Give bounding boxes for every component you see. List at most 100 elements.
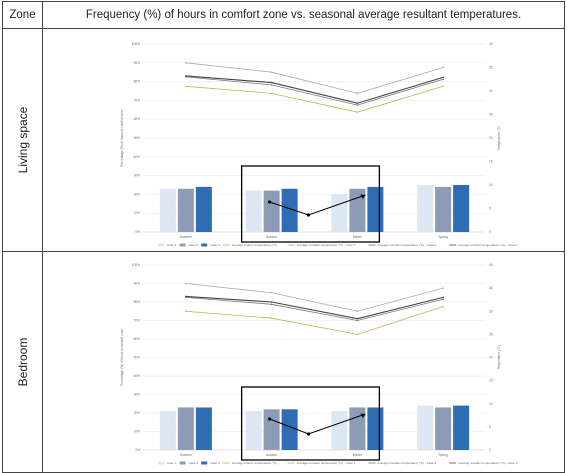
bar-case-2-summer	[177, 188, 194, 232]
line-point	[185, 85, 187, 88]
x-tick-label: Spring	[439, 453, 448, 457]
bar-case-1-summer	[159, 411, 176, 450]
legend-swatch	[158, 461, 164, 465]
x-tick-label: Summer	[180, 453, 193, 457]
y-axis-label: Percentage (%) of hours in comfort zone	[120, 109, 124, 166]
line-average-resultant-temperature-c-case-2	[185, 76, 444, 106]
line-point	[356, 104, 359, 106]
legend-label: Case 3	[210, 243, 220, 247]
line-point	[356, 310, 359, 313]
line-point	[185, 295, 187, 298]
title-header: Frequency (%) of hours in comfort zone v…	[42, 1, 565, 29]
bar-case-3-summer	[195, 407, 212, 450]
line-point	[442, 85, 444, 88]
y-tick-label: 100%	[132, 263, 140, 267]
zone-header: Zone	[2, 1, 43, 29]
line-point	[356, 111, 359, 113]
y2-tick-label: 10	[489, 402, 493, 406]
bar-case-1-spring	[417, 185, 434, 232]
line-point	[185, 310, 187, 313]
bar-case-1-summer	[159, 188, 176, 232]
y2-tick-label: 40	[489, 42, 493, 46]
y2-tick-label: 15	[489, 160, 493, 164]
bar-case-2-spring	[435, 186, 452, 232]
y2-tick-label: 10	[489, 183, 493, 187]
y2-tick-label: 20	[489, 136, 493, 140]
y-tick-label: 100%	[132, 42, 140, 46]
legend-label: Average resultant temperature (°C) - Cas…	[297, 461, 356, 465]
y2-axis-label: Temperature (°C)	[497, 345, 501, 369]
line-point	[356, 319, 359, 322]
bar-case-3-spring	[453, 185, 470, 232]
line-point	[442, 298, 444, 301]
y-tick-label: 0%	[135, 230, 140, 234]
y-tick-label: 20%	[134, 192, 141, 196]
line-average-resultant-temperature-c-case-3	[185, 75, 444, 104]
line-point	[185, 75, 187, 77]
y-tick-label: 70%	[134, 319, 141, 323]
annotation-point	[268, 200, 272, 204]
line-point	[356, 333, 359, 336]
legend-swatch	[201, 243, 208, 247]
line-point	[442, 76, 444, 79]
y2-tick-label: 0	[489, 448, 491, 452]
x-tick-label: Winter	[353, 235, 363, 239]
bar-case-1-spring	[417, 405, 434, 450]
y2-tick-label: 35	[489, 286, 493, 290]
bar-case-3-autumn	[281, 409, 298, 450]
zone-label-living-space: Living space	[15, 106, 30, 174]
y2-tick-label: 40	[489, 263, 493, 267]
legend-swatch	[179, 243, 186, 247]
y-tick-label: 50%	[134, 356, 141, 360]
line-point	[442, 287, 444, 289]
y-tick-label: 90%	[134, 282, 141, 286]
line-point	[270, 81, 273, 84]
bar-case-1-winter	[331, 194, 348, 232]
zone-label-bedroom: Bedroom	[15, 337, 30, 387]
highlight-box	[240, 386, 381, 461]
x-tick-label: Autumn	[266, 453, 277, 457]
line-point	[356, 92, 359, 95]
legend-label: Average exterior temperature (°C)	[232, 243, 277, 247]
bar-case-3-summer	[195, 186, 212, 232]
y-axis-label: Percentage (%) of hours in comfort zone	[120, 329, 124, 386]
legend-label: Case 3	[210, 461, 220, 465]
x-tick-label: Summer	[180, 235, 193, 239]
y2-tick-label: 0	[489, 230, 491, 234]
legend-label: Case 2	[189, 243, 199, 247]
bar-case-1-autumn	[245, 411, 262, 450]
line-point	[442, 305, 444, 308]
highlight-box	[240, 165, 381, 243]
y-tick-label: 40%	[134, 155, 141, 159]
x-tick-label: Winter	[353, 453, 363, 457]
legend-swatch	[179, 461, 186, 465]
line-average-exterior-temperature-c-	[185, 306, 444, 335]
bar-case-1-autumn	[245, 190, 262, 232]
line-point	[442, 296, 444, 299]
legend-label: Average resultant temperature (°C) - Cas…	[458, 461, 517, 465]
y2-axis-label: Temperature (°C)	[497, 126, 501, 150]
y2-tick-label: 15	[489, 379, 493, 383]
y2-tick-label: 25	[489, 332, 493, 336]
chart-living-space: 0% 10% 20% 30% 40% 50% 60% 70% 80% 90% 100% 0 5 10 15 2…	[120, 42, 517, 247]
annotation-point	[306, 213, 311, 217]
line-point	[270, 84, 273, 86]
chart-bedroom: 0% 10% 20% 30% 40% 50% 60% 70% 80% 90% 100% 0 5 10 15 2…	[120, 263, 517, 465]
line-point	[270, 301, 273, 303]
y-tick-label: 40%	[134, 374, 141, 378]
bar-case-2-autumn	[263, 190, 280, 232]
line-point	[270, 92, 273, 95]
line-average-resultant-temperature-c-case-1	[185, 283, 444, 312]
y-tick-label: 90%	[134, 61, 141, 65]
line-average-resultant-temperature-c-case-1	[185, 62, 444, 94]
y2-tick-label: 5	[489, 207, 491, 211]
annotation-arrowhead	[360, 194, 366, 199]
bar-case-3-winter	[367, 407, 384, 450]
legend-label: Case 2	[189, 461, 199, 465]
line-point	[270, 71, 273, 73]
y-tick-label: 60%	[134, 337, 141, 341]
bar-case-2-spring	[435, 407, 452, 450]
bar-case-3-spring	[453, 405, 470, 450]
y2-tick-label: 30	[489, 89, 493, 93]
